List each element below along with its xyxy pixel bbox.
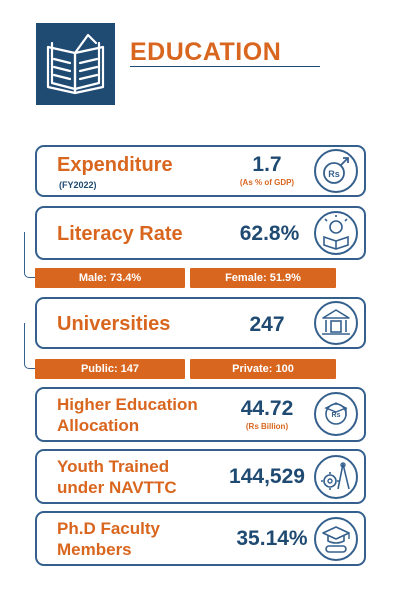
svg-text:Rs: Rs [332,412,341,419]
higher-education-label-line2: Allocation [57,416,140,435]
expenditure-unit: (As % of GDP) [239,178,295,187]
female-literacy-bar: Female: 51.9% [190,268,336,288]
phd-faculty-card: Ph.D Faculty Members 35.14% [35,511,366,566]
literacy-connector [24,232,36,278]
expenditure-label: Expenditure [57,154,173,176]
svg-text:Rs: Rs [328,169,340,179]
rupee-growth-icon: Rs [314,149,358,193]
youth-trained-card: Youth Trained under NAVTTC 144,529 [35,449,366,504]
gear-compass-icon [314,455,358,499]
title-underline [130,66,320,67]
higher-education-unit: (Rs Billion) [245,422,289,431]
literacy-card: Literacy Rate 62.8% [35,206,366,260]
youth-trained-value: 144,529 [229,465,305,488]
page-title: EDUCATION [130,38,282,66]
lightbulb-book-icon [314,211,358,255]
phd-faculty-value: 35.14% [236,527,308,550]
private-universities-bar: Private: 100 [190,359,336,379]
rupee-graduate-icon: Rs [314,392,358,436]
youth-trained-label-line2: under NAVTTC [57,478,177,497]
universities-card: Universities 247 [35,297,366,349]
education-book-icon [36,23,115,105]
male-literacy-bar: Male: 73.4% [35,268,185,288]
expenditure-card: Expenditure (FY2022) 1.7 (As % of GDP) R… [35,145,366,197]
higher-education-label-line1: Higher Education [57,395,198,414]
universities-value: 247 [249,313,285,336]
youth-trained-label-line1: Youth Trained [57,457,170,476]
public-universities-bar: Public: 147 [35,359,185,379]
higher-education-card: Higher Education Allocation 44.72 (Rs Bi… [35,387,366,442]
phd-faculty-label-line1: Ph.D Faculty [57,519,160,538]
universities-connector [24,323,36,369]
university-building-icon [314,301,358,345]
phd-faculty-label-line2: Members [57,540,132,559]
literacy-value: 62.8% [239,222,300,245]
expenditure-period: (FY2022) [59,180,97,190]
graduation-cap-diploma-icon [314,517,358,561]
higher-education-value: 44.72 [240,397,294,420]
expenditure-value: 1.7 [252,153,282,176]
literacy-label: Literacy Rate [57,223,183,245]
universities-label: Universities [57,313,171,335]
